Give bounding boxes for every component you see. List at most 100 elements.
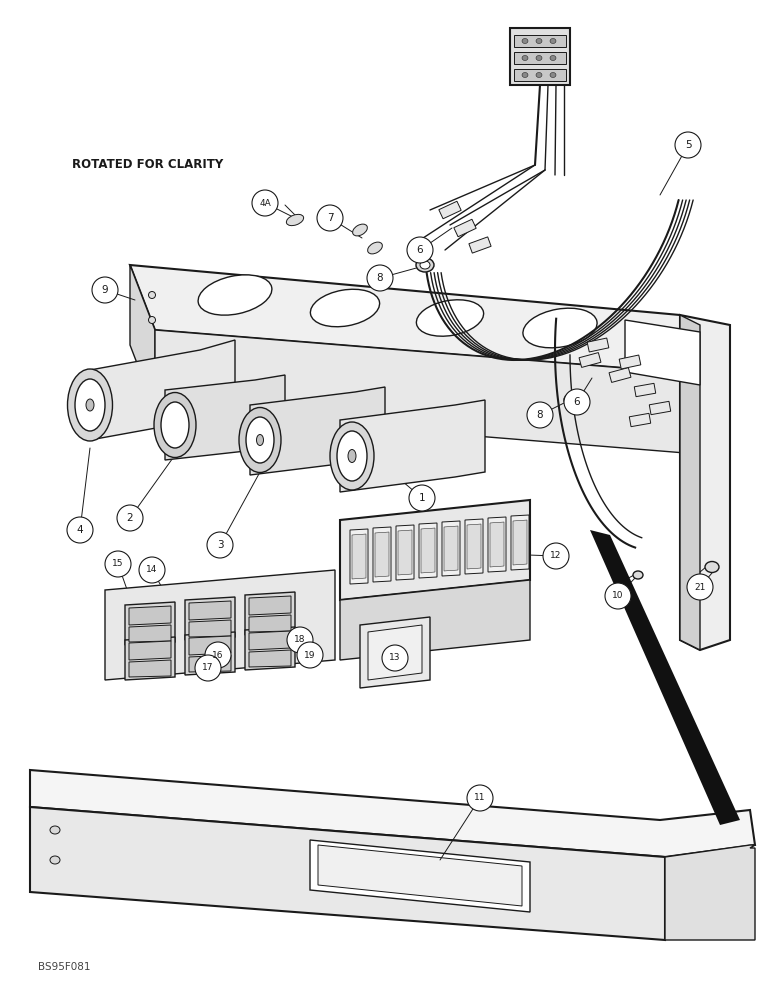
Polygon shape	[421, 528, 435, 573]
Text: 17: 17	[202, 664, 214, 672]
Polygon shape	[249, 615, 291, 632]
Ellipse shape	[256, 434, 263, 446]
Ellipse shape	[633, 571, 643, 579]
Polygon shape	[250, 387, 385, 475]
Polygon shape	[165, 375, 285, 460]
Polygon shape	[340, 400, 485, 492]
Ellipse shape	[246, 417, 274, 463]
Polygon shape	[129, 606, 171, 625]
Circle shape	[409, 485, 435, 511]
Polygon shape	[511, 515, 529, 570]
Ellipse shape	[568, 396, 578, 404]
Polygon shape	[419, 523, 437, 578]
Polygon shape	[442, 521, 460, 576]
Polygon shape	[438, 201, 461, 219]
Text: 1: 1	[418, 493, 425, 503]
Text: 4A: 4A	[259, 198, 271, 208]
Ellipse shape	[550, 73, 556, 78]
Circle shape	[317, 205, 343, 231]
Text: 7: 7	[327, 213, 334, 223]
Polygon shape	[189, 620, 231, 637]
Polygon shape	[629, 413, 651, 427]
Polygon shape	[125, 602, 175, 645]
Ellipse shape	[420, 261, 430, 269]
Circle shape	[527, 402, 553, 428]
Polygon shape	[185, 597, 235, 640]
Circle shape	[382, 645, 408, 671]
Polygon shape	[467, 524, 481, 569]
Circle shape	[67, 517, 93, 543]
Polygon shape	[130, 265, 710, 375]
Text: 18: 18	[294, 636, 306, 645]
Polygon shape	[510, 28, 570, 85]
Polygon shape	[129, 660, 171, 677]
Polygon shape	[444, 526, 458, 571]
Text: 6: 6	[574, 397, 581, 407]
Ellipse shape	[330, 422, 374, 490]
Polygon shape	[465, 519, 483, 574]
Polygon shape	[130, 265, 155, 410]
Ellipse shape	[536, 73, 542, 78]
Ellipse shape	[522, 38, 528, 43]
Ellipse shape	[75, 379, 105, 431]
Ellipse shape	[705, 562, 719, 572]
Ellipse shape	[348, 450, 356, 462]
Polygon shape	[318, 845, 522, 906]
Ellipse shape	[353, 224, 367, 236]
Ellipse shape	[522, 55, 528, 60]
Ellipse shape	[536, 38, 542, 43]
Polygon shape	[155, 330, 710, 455]
Text: 16: 16	[212, 650, 224, 660]
Polygon shape	[490, 522, 504, 567]
Ellipse shape	[564, 393, 582, 407]
Circle shape	[207, 532, 233, 558]
Text: 8: 8	[377, 273, 384, 283]
Text: 2: 2	[127, 513, 134, 523]
Polygon shape	[454, 219, 476, 237]
Text: 8: 8	[537, 410, 543, 420]
Polygon shape	[185, 632, 235, 675]
Ellipse shape	[239, 408, 281, 473]
Text: 14: 14	[147, 566, 157, 574]
Text: 5: 5	[685, 140, 691, 150]
Polygon shape	[189, 636, 231, 655]
Polygon shape	[249, 596, 291, 615]
Circle shape	[675, 132, 701, 158]
Text: 12: 12	[550, 552, 562, 560]
Polygon shape	[245, 627, 295, 670]
Text: 9: 9	[102, 285, 108, 295]
Polygon shape	[587, 338, 609, 352]
Polygon shape	[30, 807, 665, 940]
Polygon shape	[90, 340, 235, 440]
Circle shape	[105, 551, 131, 577]
Polygon shape	[469, 237, 491, 253]
Text: 3: 3	[217, 540, 223, 550]
Ellipse shape	[523, 308, 597, 348]
Polygon shape	[665, 845, 755, 940]
Polygon shape	[635, 383, 655, 397]
Text: 10: 10	[612, 591, 624, 600]
Polygon shape	[514, 35, 566, 47]
Circle shape	[252, 190, 278, 216]
Polygon shape	[398, 530, 412, 575]
Circle shape	[605, 583, 631, 609]
Polygon shape	[619, 355, 641, 369]
Polygon shape	[396, 525, 414, 580]
Circle shape	[287, 627, 313, 653]
Ellipse shape	[50, 856, 60, 864]
Circle shape	[367, 265, 393, 291]
Circle shape	[205, 642, 231, 668]
Text: 13: 13	[389, 654, 401, 662]
Ellipse shape	[310, 289, 380, 327]
Polygon shape	[245, 592, 295, 635]
Circle shape	[92, 277, 118, 303]
Polygon shape	[680, 315, 700, 650]
Polygon shape	[375, 532, 389, 577]
Ellipse shape	[337, 431, 367, 481]
Polygon shape	[680, 315, 730, 650]
Text: BS95F081: BS95F081	[38, 962, 90, 972]
Polygon shape	[249, 631, 291, 650]
Ellipse shape	[148, 292, 155, 298]
Circle shape	[687, 574, 713, 600]
Circle shape	[543, 543, 569, 569]
